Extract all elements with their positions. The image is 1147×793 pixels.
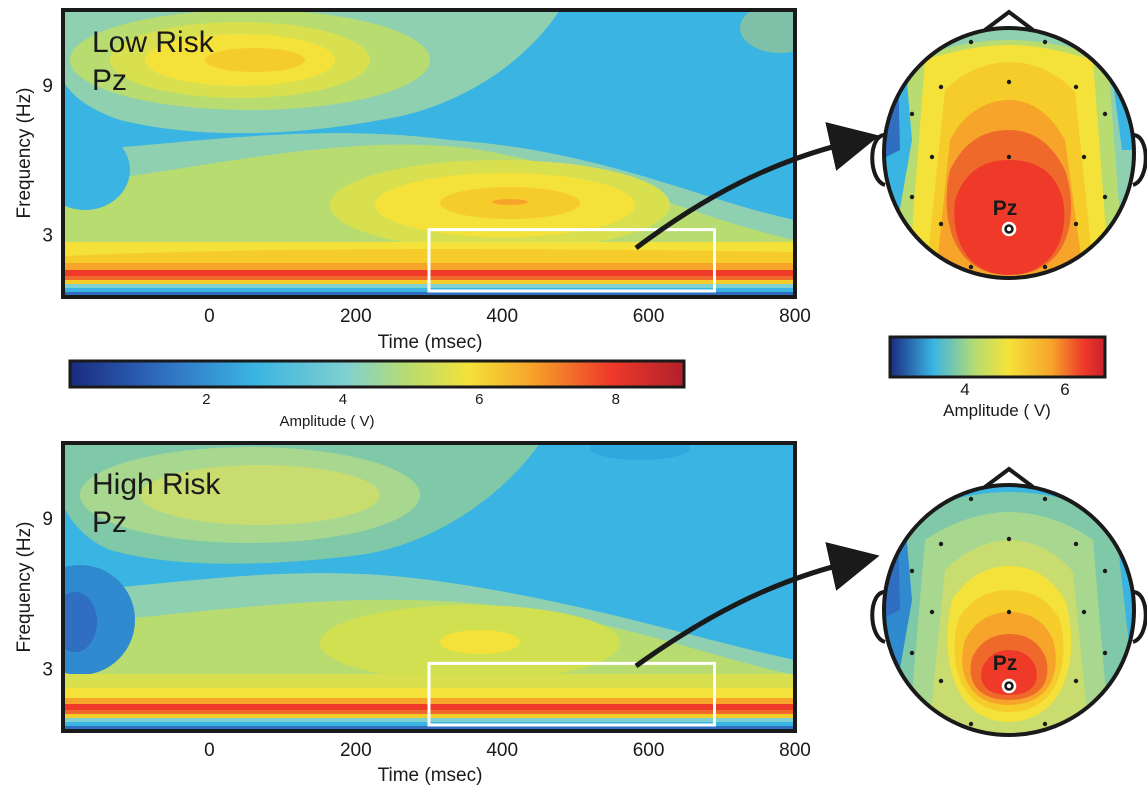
topomap-low-risk: Pz <box>870 9 1147 280</box>
roi-box-high <box>427 661 716 727</box>
y-tick-label: 9 <box>42 509 53 530</box>
colorbar-main: 2 4 6 8 Amplitude ( V) <box>68 359 686 430</box>
colorbar-main-ticks: 2 4 6 8 <box>202 391 620 408</box>
head-outline <box>882 26 1136 280</box>
colorbar-tick-label: 6 <box>1060 380 1069 399</box>
heatmap-low-frame <box>61 8 797 299</box>
x-tick-label: 800 <box>779 306 811 327</box>
colorbar-main-gradient <box>70 361 684 387</box>
colorbar-tick-label: 4 <box>339 391 347 408</box>
x-tick-label: 0 <box>204 740 215 761</box>
pz-electrode-center <box>1006 226 1012 232</box>
x-tick-labels-high: 0 200 400 600 800 <box>204 740 811 761</box>
x-axis-label-low: Time (msec) <box>378 332 483 353</box>
arrow-high <box>634 542 880 669</box>
colorbar-tick-label: 6 <box>475 391 483 408</box>
left-ear-icon <box>870 590 886 644</box>
pz-electrode-center <box>1006 683 1012 689</box>
right-ear-icon <box>1132 590 1147 644</box>
electrode-markers <box>909 496 1108 727</box>
heatmap-low-risk: Low Risk Pz 0 200 400 600 800 39 Time (msec)… <box>14 8 880 353</box>
topomap-high-risk: Pz <box>870 466 1147 737</box>
x-tick-labels-low: 0 200 400 600 800 <box>204 306 811 327</box>
y-axis-label-low: Frequency (Hz) <box>14 88 35 219</box>
colorbar-tick-label: 2 <box>202 391 210 408</box>
head-outline <box>882 483 1136 737</box>
y-tick-label: 9 <box>42 76 53 97</box>
nose-icon <box>983 9 1035 32</box>
colorbar-main-frame <box>68 359 686 389</box>
y-tick-labels-high: 39 <box>42 509 53 680</box>
x-tick-label: 400 <box>486 740 518 761</box>
arrow-low <box>634 122 880 251</box>
nose-icon <box>983 466 1035 489</box>
colorbar-topo-frame <box>888 335 1107 379</box>
colorbar-tick-label: 8 <box>612 391 620 408</box>
x-tick-label: 200 <box>340 740 372 761</box>
electrode-markers <box>909 39 1108 270</box>
roi-box-low <box>427 228 716 293</box>
x-tick-label: 600 <box>633 306 665 327</box>
colorbar-main-label: Amplitude ( V) <box>279 413 374 430</box>
panel-label-line1: High Risk <box>92 468 221 501</box>
electrode-label-pz: Pz <box>993 197 1018 220</box>
colorbar-topo-gradient <box>890 337 1105 377</box>
y-axis-label-high: Frequency (Hz) <box>14 522 35 653</box>
panel-label-line2: Pz <box>92 64 127 97</box>
x-tick-label: 0 <box>204 306 215 327</box>
x-tick-label: 400 <box>486 306 518 327</box>
topomap-low-fill <box>884 28 1134 278</box>
x-tick-label: 600 <box>633 740 665 761</box>
colorbar-tick-label: 4 <box>960 380 969 399</box>
heatmap-low-fill <box>63 10 795 297</box>
y-tick-labels-low: 39 <box>42 76 53 247</box>
right-ear-icon <box>1132 133 1147 187</box>
x-tick-label: 200 <box>340 306 372 327</box>
electrode-label-pz: Pz <box>993 652 1018 675</box>
panel-label-line2: Pz <box>92 506 127 539</box>
y-tick-label: 3 <box>42 659 53 680</box>
panel-label-line1: Low Risk <box>92 26 215 59</box>
y-tick-label: 3 <box>42 226 53 247</box>
left-ear-icon <box>870 133 886 187</box>
heatmap-high-frame <box>61 441 797 733</box>
x-tick-label: 800 <box>779 740 811 761</box>
colorbar-topo-label: Amplitude ( V) <box>943 401 1051 420</box>
heatmap-high-risk: High Risk Pz 0 200 400 600 800 39 Time (msec… <box>14 441 880 786</box>
x-axis-label-high: Time (msec) <box>378 765 483 786</box>
